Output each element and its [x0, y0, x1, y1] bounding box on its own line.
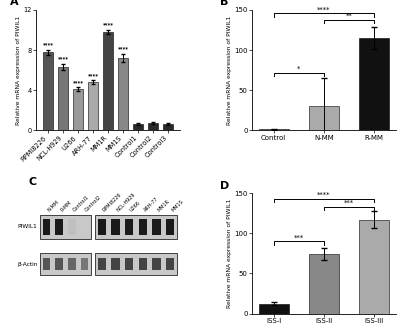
Bar [58, 67, 68, 130]
Bar [56, 219, 63, 235]
Bar [152, 219, 161, 235]
Y-axis label: Relative mRNA expression of PIWIL1: Relative mRNA expression of PIWIL1 [16, 16, 21, 125]
Bar [133, 124, 144, 130]
Y-axis label: Relative mRNA expression of PIWIL1: Relative mRNA expression of PIWIL1 [227, 16, 232, 125]
Bar [139, 258, 147, 270]
Bar [98, 219, 106, 235]
Text: *: * [297, 66, 300, 72]
Text: ****: **** [317, 6, 331, 13]
Text: B: B [220, 0, 229, 8]
Text: ***: *** [344, 200, 354, 206]
Bar [359, 219, 390, 314]
Text: ****: **** [72, 80, 84, 85]
Bar [72, 89, 83, 130]
Bar [68, 219, 76, 235]
Bar [258, 304, 289, 314]
Bar [40, 253, 91, 275]
Bar [309, 106, 339, 130]
Text: C: C [29, 177, 37, 187]
Bar [148, 123, 158, 130]
Bar [40, 215, 91, 239]
Text: ****: **** [102, 22, 114, 27]
Text: D: D [220, 181, 230, 191]
Bar [43, 258, 50, 270]
Text: Control1: Control1 [72, 194, 90, 213]
Bar [359, 38, 390, 130]
Text: N-MM: N-MM [47, 199, 60, 213]
Text: ****: **** [317, 192, 331, 198]
Bar [56, 258, 63, 270]
Bar [166, 219, 174, 235]
Text: NCL-H929: NCL-H929 [116, 192, 136, 213]
Bar [112, 258, 120, 270]
Bar [152, 258, 161, 270]
Bar [112, 219, 120, 235]
Text: Control2: Control2 [84, 194, 103, 213]
Bar [88, 82, 98, 130]
Bar [102, 32, 114, 130]
Text: A: A [10, 0, 19, 8]
Bar [95, 253, 177, 275]
Text: **: ** [346, 13, 352, 19]
Bar [163, 124, 174, 130]
Text: ****: **** [118, 47, 128, 51]
Bar [68, 258, 76, 270]
Bar [81, 219, 88, 235]
Text: β-Actin: β-Actin [17, 262, 38, 267]
Bar [139, 219, 147, 235]
Bar [98, 258, 106, 270]
Bar [81, 258, 88, 270]
Text: MM1S: MM1S [170, 199, 184, 213]
Text: ***: *** [294, 235, 304, 241]
Bar [118, 58, 128, 130]
Text: RPMI8226: RPMI8226 [102, 192, 123, 213]
Bar [125, 258, 133, 270]
Bar [258, 129, 289, 130]
Bar [125, 219, 133, 235]
Text: R-MM: R-MM [59, 200, 72, 213]
Text: ARH-77: ARH-77 [143, 196, 160, 213]
Y-axis label: Relative mRNA expression of PIWIL1: Relative mRNA expression of PIWIL1 [227, 199, 232, 308]
Text: ****: **** [88, 73, 98, 78]
Text: MM1R: MM1R [157, 199, 171, 213]
Bar [43, 219, 50, 235]
Text: PIWIL1: PIWIL1 [18, 224, 38, 229]
Bar [309, 254, 339, 314]
Text: U266: U266 [129, 200, 142, 213]
Text: ****: **** [42, 42, 54, 47]
Bar [95, 215, 177, 239]
Bar [42, 52, 53, 130]
Bar [166, 258, 174, 270]
Text: ****: **** [58, 57, 68, 62]
